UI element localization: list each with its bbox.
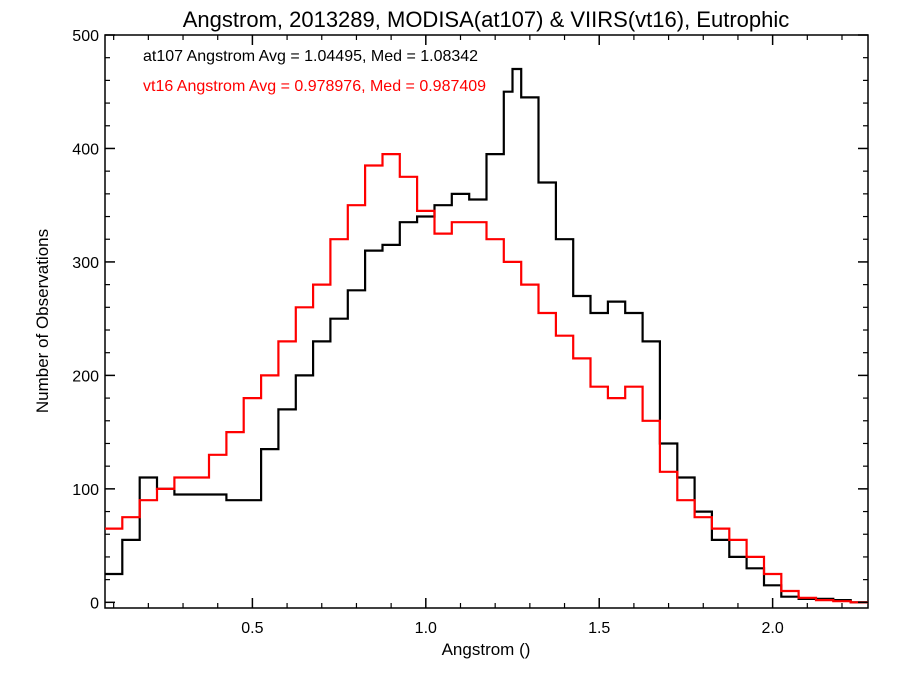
series-line-1 [105, 153, 868, 604]
y-tick-label: 500 [72, 28, 99, 45]
series-layer [105, 67, 868, 604]
x-tick-label: 1.0 [415, 620, 437, 637]
chart-title: Angstrom, 2013289, MODISA(at107) & VIIRS… [183, 7, 790, 32]
y-tick-label: 200 [72, 368, 99, 385]
x-tick-label: 2.0 [762, 620, 784, 637]
y-tick-label: 100 [72, 482, 99, 499]
y-tick-label: 0 [90, 595, 99, 612]
x-axis-label: Angstrom () [442, 640, 531, 659]
y-tick-label: 400 [72, 141, 99, 158]
series-line-0 [105, 67, 868, 604]
x-tick-label: 1.5 [588, 620, 610, 637]
axis-layer: 0.5 1.0 1.5 2.0 0 100 200 300 400 500 [72, 28, 868, 637]
annotation-vt16: vt16 Angstrom Avg = 0.978976, Med = 0.98… [143, 78, 486, 95]
plot-frame [104, 34, 869, 609]
y-tick-label: 300 [72, 255, 99, 272]
annotation-at107: at107 Angstrom Avg = 1.04495, Med = 1.08… [143, 48, 478, 65]
y-axis-label: Number of Observations [33, 229, 52, 413]
x-tick-label: 0.5 [241, 620, 263, 637]
